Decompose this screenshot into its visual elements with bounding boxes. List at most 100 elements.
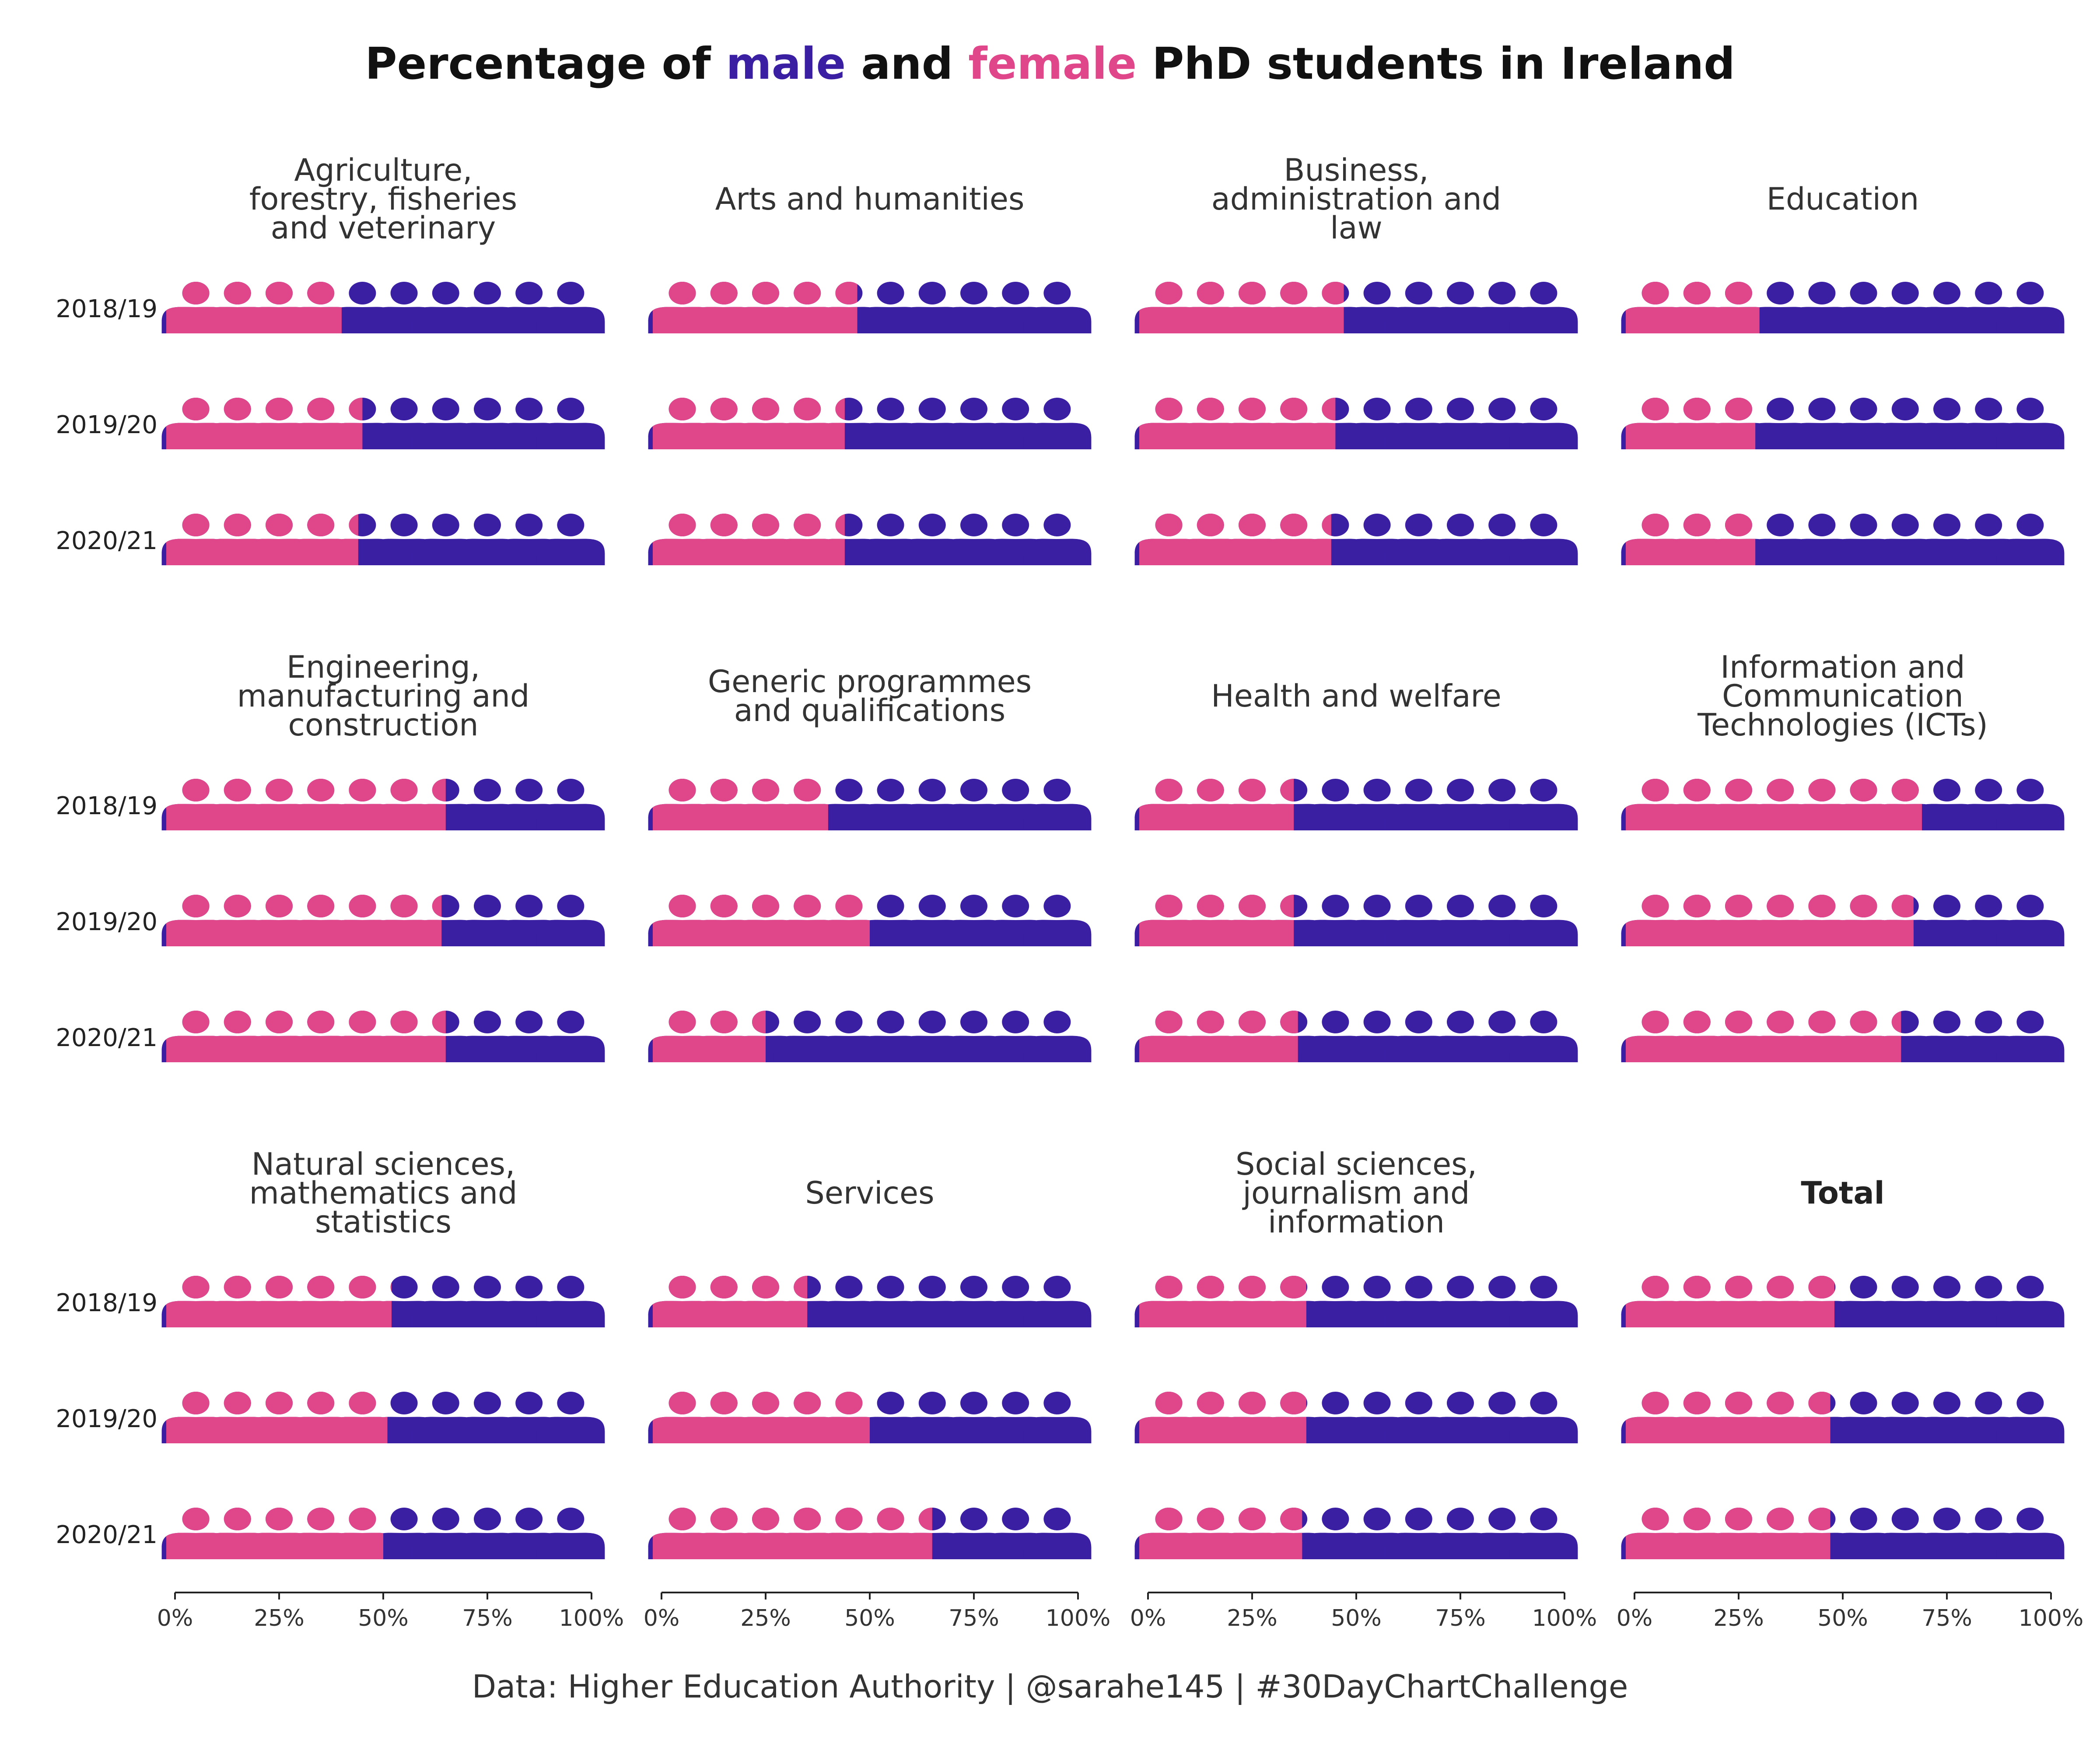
female-icons — [166, 282, 342, 333]
panel-title-line: Services — [805, 1175, 934, 1211]
panel-title-line: Agriculture, — [294, 152, 472, 188]
panel-title: Information and Communication Technologies… — [1697, 649, 1988, 743]
female-icons — [166, 895, 442, 946]
icon-row — [1134, 398, 1578, 449]
icon-row — [648, 1508, 1092, 1559]
female-icons — [166, 514, 358, 565]
female-icons — [653, 282, 858, 333]
female-icons — [166, 1276, 392, 1327]
panel-title-line: Communication — [1722, 678, 1964, 714]
x-axis: 0% 25% 50% 75% 100% — [1617, 1592, 2083, 1631]
female-icons — [1139, 514, 1331, 565]
female-icons — [653, 1392, 870, 1443]
x-tick-label: 50% — [844, 1605, 895, 1631]
chart-caption: Data: Higher Education Authority | @sara… — [472, 1668, 1628, 1705]
row-label: 2020/21 — [56, 1024, 158, 1052]
icon-row — [648, 895, 1092, 946]
icon-row — [161, 779, 605, 830]
x-tick-label: 100% — [559, 1605, 624, 1631]
panel-8: Natural sciences, mathematics and statisti… — [56, 1146, 624, 1631]
icon-row — [1134, 1276, 1578, 1327]
icon-row — [1134, 1392, 1578, 1443]
female-icons — [653, 1011, 766, 1062]
icon-row — [1621, 1508, 2065, 1559]
icon-row — [1621, 514, 2065, 565]
panel-title: Natural sciences, mathematics and statisti… — [249, 1146, 518, 1240]
female-icons — [166, 1011, 446, 1062]
panel-title: Agriculture, forestry, fisheries and veter… — [249, 152, 517, 246]
panel-title-line: Generic programmes — [708, 664, 1032, 700]
female-icons — [653, 398, 845, 449]
x-tick-label: 75% — [948, 1605, 999, 1631]
icon-row — [1134, 779, 1578, 830]
x-axis: 0% 25% 50% 75% 100% — [157, 1592, 624, 1631]
panel-4: Engineering, manufacturing and constructio… — [56, 649, 605, 1062]
panel-title-line: Social sciences, — [1236, 1146, 1477, 1182]
female-icons — [166, 1392, 388, 1443]
panel-title-line: forestry, fisheries — [249, 181, 517, 217]
icon-row — [648, 1392, 1092, 1443]
panel-title: Health and welfare — [1211, 678, 1502, 714]
female-icons — [1626, 1011, 1901, 1062]
panel-title-line: Technologies (ICTs) — [1697, 707, 1988, 743]
female-icons — [653, 514, 845, 565]
panel-title-line: construction — [288, 707, 478, 743]
female-icons — [653, 1508, 932, 1559]
icon-row — [161, 1392, 605, 1443]
female-icons — [1139, 1508, 1302, 1559]
panel-title-line: manufacturing and — [237, 678, 530, 714]
x-tick-label: 100% — [1046, 1605, 1111, 1631]
panel-title-line: and qualifications — [734, 693, 1006, 728]
panel-title-line: statistics — [315, 1204, 452, 1240]
panel-title-line: and veterinary — [271, 210, 496, 246]
female-icons — [166, 398, 363, 449]
female-icons — [653, 1276, 808, 1327]
female-icons — [1139, 779, 1294, 830]
panel-2: Business, administration and law — [1134, 152, 1578, 565]
female-icons — [1139, 398, 1336, 449]
x-tick-label: 50% — [1331, 1605, 1382, 1631]
panel-3: Education — [1621, 181, 2065, 565]
panel-title: Engineering, manufacturing and constructio… — [237, 649, 530, 743]
panel-11: Total 0% 25% 50% 75% 100% — [1617, 1175, 2084, 1631]
panel-9: Services 0% 25% 50% 75% 100% — [644, 1175, 1111, 1631]
row-label: 2019/20 — [56, 411, 158, 439]
panel-title: Arts and humanities — [715, 181, 1025, 217]
icon-row — [1134, 1508, 1578, 1559]
female-icons — [166, 1508, 383, 1559]
row-label: 2018/19 — [56, 792, 158, 820]
icon-row — [1621, 1392, 2065, 1443]
female-icons — [1139, 1011, 1298, 1062]
panel-title-line: Health and welfare — [1211, 678, 1502, 714]
panel-title-line: Total — [1801, 1175, 1884, 1211]
female-icons — [653, 779, 828, 830]
x-tick-label: 75% — [1922, 1605, 1972, 1631]
row-label: 2019/20 — [56, 1405, 158, 1433]
icon-row — [161, 1276, 605, 1327]
icon-row — [1621, 779, 2065, 830]
panel-title: Services — [805, 1175, 934, 1211]
x-tick-label: 25% — [1227, 1605, 1278, 1631]
icon-row — [161, 1508, 605, 1559]
female-icons — [1626, 1392, 1830, 1443]
title-female-word: female — [968, 38, 1137, 89]
row-label: 2020/21 — [56, 1521, 158, 1549]
female-icons — [1626, 514, 1756, 565]
panel-title-line: information — [1268, 1204, 1445, 1240]
female-icons — [1139, 1392, 1306, 1443]
x-tick-label: 50% — [358, 1605, 409, 1631]
female-icons — [1626, 1508, 1830, 1559]
female-icons — [1139, 895, 1294, 946]
x-tick-label: 25% — [254, 1605, 304, 1631]
female-icons — [1626, 779, 1922, 830]
panel-title-line: Education — [1767, 181, 1919, 217]
icon-row — [1134, 514, 1578, 565]
panel-title: Business, administration and law — [1211, 152, 1501, 246]
icon-row — [648, 514, 1092, 565]
panel-title-line: Information and — [1720, 649, 1965, 685]
panel-title-line: administration and — [1211, 181, 1501, 217]
x-tick-label: 50% — [1817, 1605, 1868, 1631]
icon-row — [648, 779, 1092, 830]
chart-title: Percentage of male and female PhD studen… — [365, 38, 1735, 89]
row-label: 2019/20 — [56, 908, 158, 936]
